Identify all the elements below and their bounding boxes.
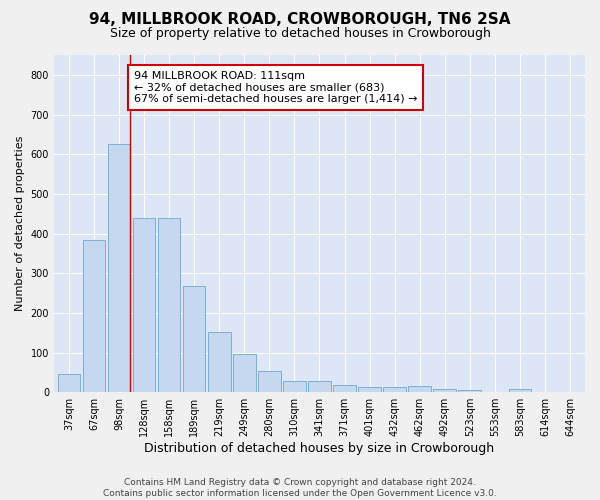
Bar [158, 218, 181, 392]
Bar [333, 386, 356, 392]
Text: 94, MILLBROOK ROAD, CROWBOROUGH, TN6 2SA: 94, MILLBROOK ROAD, CROWBOROUGH, TN6 2SA [89, 12, 511, 28]
Text: Size of property relative to detached houses in Crowborough: Size of property relative to detached ho… [110, 28, 490, 40]
Bar [108, 144, 130, 392]
Bar [283, 381, 305, 392]
Bar [308, 381, 331, 392]
Y-axis label: Number of detached properties: Number of detached properties [15, 136, 25, 312]
Bar [358, 388, 381, 392]
Bar [83, 240, 105, 392]
Bar [258, 371, 281, 392]
X-axis label: Distribution of detached houses by size in Crowborough: Distribution of detached houses by size … [145, 442, 494, 455]
Bar [433, 389, 456, 392]
Bar [183, 286, 205, 392]
Bar [509, 389, 531, 392]
Text: Contains HM Land Registry data © Crown copyright and database right 2024.
Contai: Contains HM Land Registry data © Crown c… [103, 478, 497, 498]
Bar [458, 390, 481, 392]
Text: 94 MILLBROOK ROAD: 111sqm
← 32% of detached houses are smaller (683)
67% of semi: 94 MILLBROOK ROAD: 111sqm ← 32% of detac… [134, 71, 417, 104]
Bar [58, 374, 80, 392]
Bar [208, 332, 230, 392]
Bar [383, 388, 406, 392]
Bar [133, 218, 155, 392]
Bar [409, 386, 431, 392]
Bar [233, 354, 256, 392]
